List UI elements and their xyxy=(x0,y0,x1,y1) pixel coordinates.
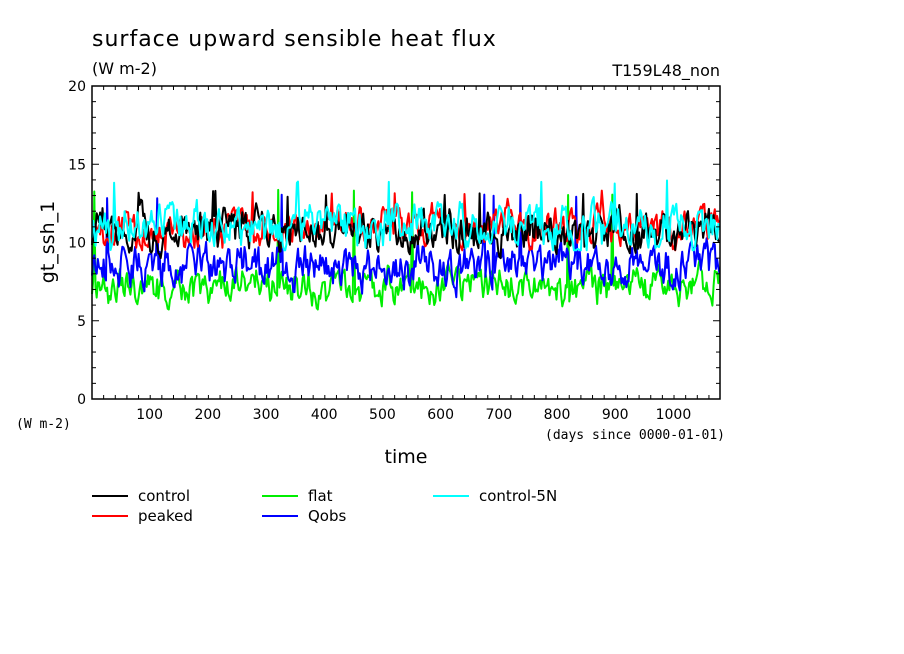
legend-label: peaked xyxy=(138,507,193,525)
series-line-flat xyxy=(91,188,721,311)
x-units: (days since 0000-01-01) xyxy=(545,428,725,443)
legend: control peaked flat Qobs control-5N xyxy=(92,487,557,525)
y-tick-label: 15 xyxy=(68,157,86,173)
series-line-Qobs xyxy=(91,193,721,299)
y-tick-label: 5 xyxy=(77,314,86,330)
chart-units: (W m-2) xyxy=(92,59,157,78)
y-axis-label: gt_ssh_1 xyxy=(37,201,59,283)
legend-label: Qobs xyxy=(308,507,347,525)
x-tick-label: 1000 xyxy=(656,407,692,423)
plot-series-group xyxy=(91,179,721,311)
y-tick-label: 0 xyxy=(77,392,86,408)
x-tick-label: 600 xyxy=(427,407,454,423)
y-tick-label: 20 xyxy=(68,79,86,95)
series-line-control-5N xyxy=(91,179,721,252)
x-axis-label: time xyxy=(385,446,428,468)
run-label: T159L48_non xyxy=(611,61,720,81)
axis-ticks: 100 200 300 400 500 600 700 800 900 1000 0 5 10 15 20 xyxy=(68,79,720,423)
x-tick-label: 100 xyxy=(136,407,163,423)
legend-label: control xyxy=(138,487,190,505)
x-tick-label: 200 xyxy=(194,407,221,423)
y-units-left: (W m-2) xyxy=(16,417,71,432)
x-tick-label: 800 xyxy=(544,407,571,423)
x-tick-label: 900 xyxy=(602,407,629,423)
y-tick-label: 10 xyxy=(68,236,86,252)
legend-label: control-5N xyxy=(479,487,557,505)
x-tick-label: 400 xyxy=(311,407,338,423)
x-tick-label: 700 xyxy=(485,407,512,423)
x-tick-label: 300 xyxy=(253,407,280,423)
legend-label: flat xyxy=(308,487,333,505)
x-tick-label: 500 xyxy=(369,407,396,423)
chart-title: surface upward sensible heat flux xyxy=(92,27,497,52)
